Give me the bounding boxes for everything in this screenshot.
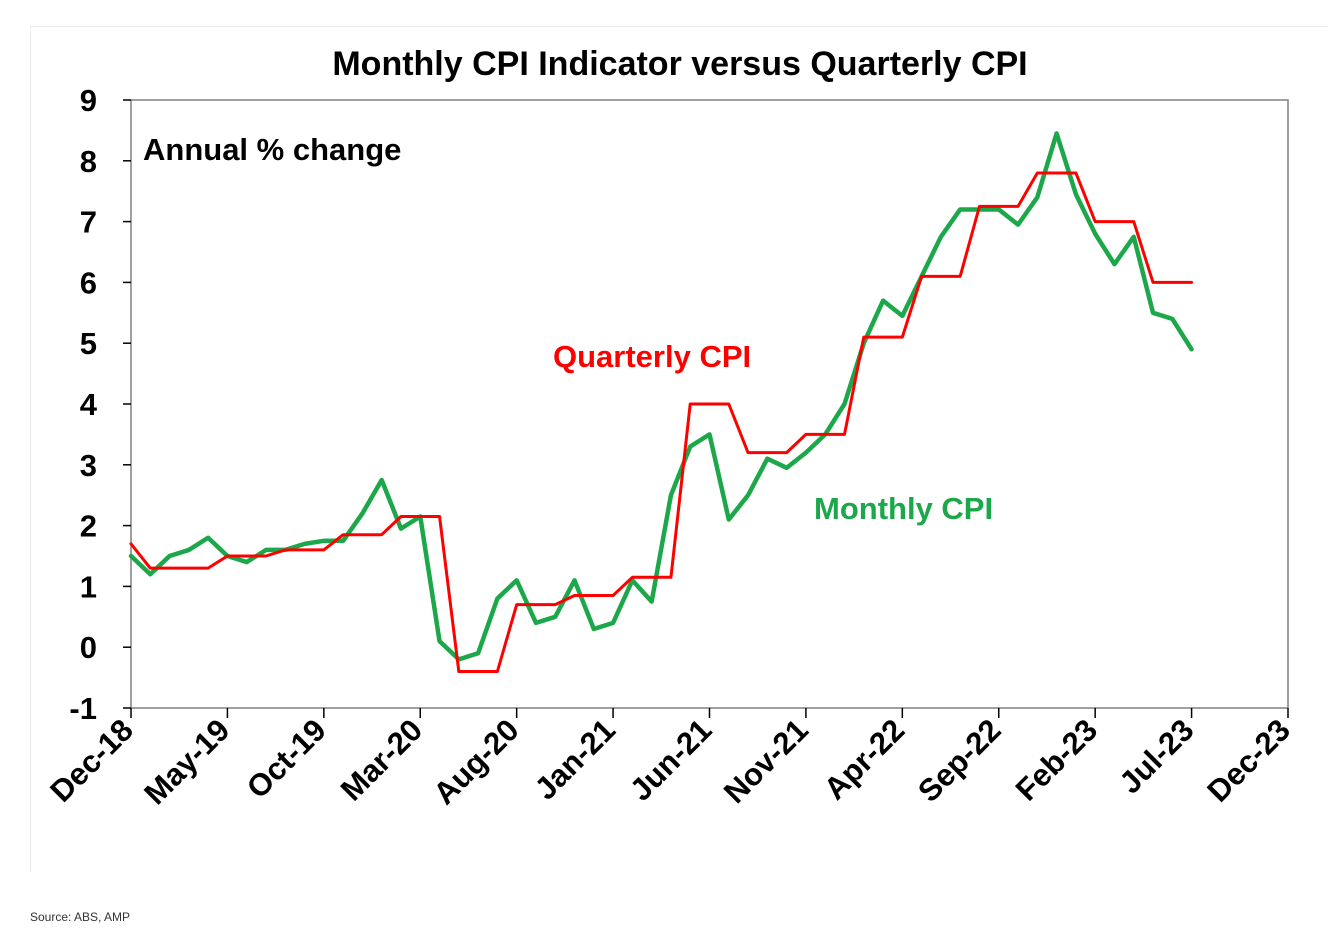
x-tick-label: May-19 — [137, 712, 236, 811]
x-tick-label: Dec-18 — [43, 712, 140, 809]
x-tick-label: Jul-23 — [1112, 712, 1200, 800]
y-tick-label: 6 — [80, 265, 97, 300]
quarterly-cpi-series-line — [129, 171, 1194, 674]
x-tick-label: Jan-21 — [528, 712, 622, 806]
quarterly-cpi-label: Quarterly CPI — [553, 339, 751, 374]
y-tick-label: 7 — [80, 205, 97, 240]
x-tick-label: Aug-20 — [427, 712, 526, 811]
source-note: Source: ABS, AMP — [30, 910, 131, 924]
annual-change-annotation: Annual % change — [143, 132, 401, 167]
y-axis: -1 0 1 2 3 4 5 6 7 8 9 — [69, 83, 131, 726]
y-tick-label: 4 — [80, 387, 98, 422]
x-tick-label: Jun-21 — [623, 712, 718, 807]
series-layer — [128, 131, 1194, 674]
y-tick-label: 5 — [80, 326, 97, 361]
monthly-cpi-series-line — [128, 131, 1194, 662]
x-tick-label: Apr-22 — [817, 712, 911, 806]
x-tick-label: Sep-22 — [911, 712, 1008, 809]
y-tick-label: 8 — [80, 144, 97, 179]
y-tick-label: 0 — [80, 630, 97, 665]
y-tick-label: 3 — [80, 448, 97, 483]
chart: Monthly CPI Indicator versus Quarterly C… — [43, 45, 1297, 811]
x-tick-label: Dec-23 — [1200, 712, 1297, 809]
x-tick-label: Feb-23 — [1009, 712, 1104, 807]
y-tick-label: 2 — [80, 509, 97, 544]
chart-container: Monthly CPI Indicator versus Quarterly C… — [30, 26, 1328, 872]
x-tick-label: Oct-19 — [240, 712, 333, 805]
y-tick-label: 9 — [80, 83, 97, 118]
x-tick-label: Mar-20 — [334, 712, 429, 807]
chart-title: Monthly CPI Indicator versus Quarterly C… — [332, 45, 1027, 83]
y-tick-label: 1 — [80, 569, 97, 604]
monthly-cpi-label: Monthly CPI — [814, 491, 993, 526]
y-tick-label: -1 — [69, 691, 97, 726]
x-tick-label: Nov-21 — [717, 712, 815, 810]
